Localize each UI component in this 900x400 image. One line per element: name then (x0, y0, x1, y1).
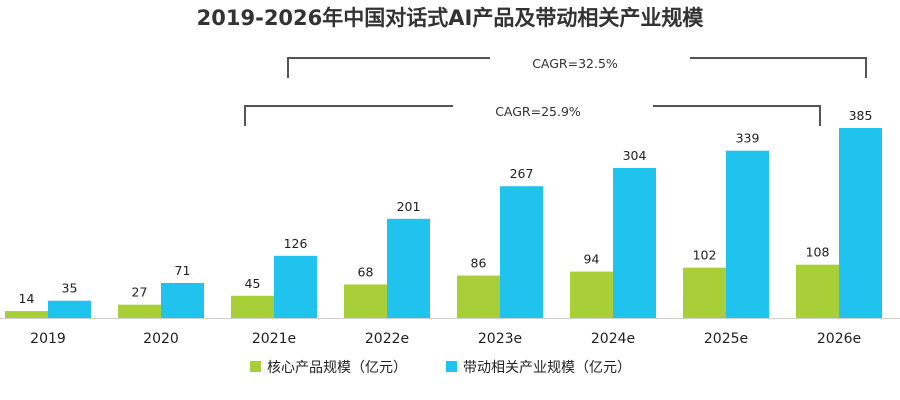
x-tick-label-2025e: 2025e (704, 331, 748, 347)
value-label-core-2026e: 108 (806, 245, 830, 260)
cagr-bracket-1: CAGR=32.5% (287, 56, 867, 78)
x-tick-label-2021e: 2021e (252, 331, 296, 347)
legend-label-core: 核心产品规模（亿元） (267, 360, 407, 376)
x-tick-label-2024e: 2024e (591, 331, 635, 347)
value-label-related-2023e: 267 (510, 166, 534, 181)
cagr-bracket-left-1 (287, 57, 490, 78)
x-axis: 2019 2020 2021e 2022e 2023e 2024e 2025e 2026e (0, 318, 900, 347)
x-tick-label-2019: 2019 (30, 331, 66, 347)
bar-related-2020 (161, 282, 204, 318)
value-labels-layer: 14 35 27 71 45 126 68 201 86 267 94 304 102 339 108 385 (19, 108, 873, 306)
value-label-core-2020: 27 (132, 285, 148, 300)
bar-related-2022e (387, 218, 430, 318)
value-label-related-2026e: 385 (849, 108, 873, 123)
cagr-label-1: CAGR=32.5% (532, 56, 618, 71)
value-label-core-2024e: 94 (584, 252, 600, 267)
value-label-related-2024e: 304 (623, 148, 647, 163)
bar-core-2023e (457, 275, 500, 318)
legend-label-related: 带动相关产业规模（亿元） (463, 360, 631, 376)
bars-layer (5, 128, 882, 318)
chart-title: 2019-2026年中国对话式AI产品及带动相关产业规模 (197, 6, 705, 30)
legend: 核心产品规模（亿元） 带动相关产业规模（亿元） (250, 360, 631, 376)
cagr-bracket-left-2 (244, 105, 453, 126)
value-label-related-2025e: 339 (736, 131, 760, 146)
cagr-annotations: CAGR=32.5% CAGR=25.9% (244, 56, 867, 126)
cagr-bracket-2: CAGR=25.9% (244, 104, 821, 126)
value-label-core-2022e: 68 (358, 264, 374, 279)
bar-core-2025e (683, 267, 726, 318)
value-label-core-2023e: 86 (471, 256, 487, 271)
bar-core-2026e (796, 264, 839, 318)
x-tick-label-2026e: 2026e (817, 331, 861, 347)
bar-related-2024e (613, 167, 656, 318)
bar-core-2024e (570, 271, 613, 318)
x-tick-label-2022e: 2022e (365, 331, 409, 347)
value-label-core-2021e: 45 (245, 276, 261, 291)
bar-related-2019 (48, 300, 91, 318)
cagr-label-2: CAGR=25.9% (495, 104, 581, 119)
bar-core-2019 (5, 311, 48, 318)
bar-core-2021e (231, 295, 274, 318)
legend-item-related: 带动相关产业规模（亿元） (446, 360, 631, 376)
cagr-bracket-right-1 (690, 57, 867, 78)
bar-related-2023e (500, 186, 543, 318)
bar-core-2020 (118, 304, 161, 318)
value-label-related-2022e: 201 (397, 199, 421, 214)
bar-related-2021e (274, 255, 317, 318)
value-label-core-2019: 14 (19, 291, 35, 306)
bar-related-2025e (726, 150, 769, 318)
legend-swatch-core (250, 361, 261, 372)
value-label-related-2020: 71 (175, 263, 191, 278)
value-label-core-2025e: 102 (693, 248, 717, 263)
legend-swatch-related (446, 361, 457, 372)
value-label-related-2021e: 126 (284, 236, 308, 251)
value-label-related-2019: 35 (62, 281, 78, 296)
x-tick-label-2020: 2020 (143, 331, 179, 347)
bar-core-2022e (344, 284, 387, 318)
cagr-bracket-right-2 (653, 105, 821, 126)
legend-item-core: 核心产品规模（亿元） (250, 360, 407, 376)
bar-related-2026e (839, 128, 882, 318)
x-tick-label-2023e: 2023e (478, 331, 522, 347)
